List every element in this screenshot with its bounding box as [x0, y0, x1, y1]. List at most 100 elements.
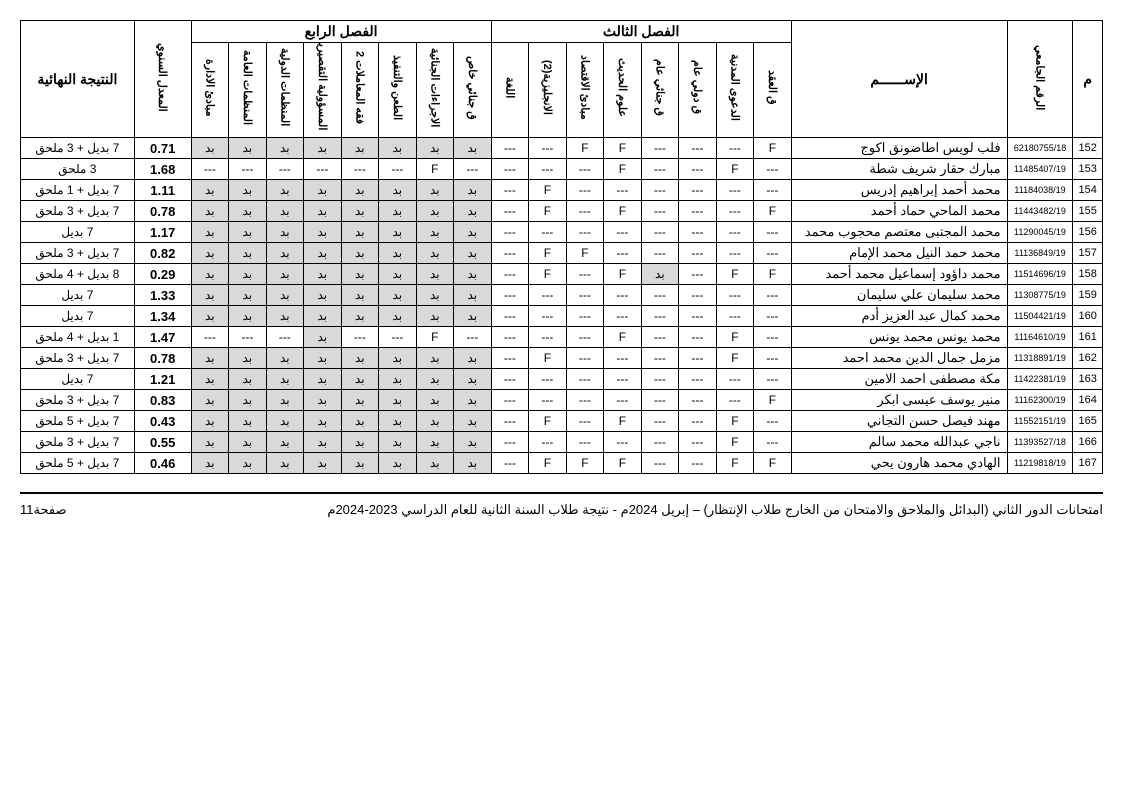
result-cell: 7 بديل + 5 ملحق — [21, 453, 135, 474]
sem4-subject-header: مبادئ الادارة — [191, 43, 229, 138]
sem4-grade: بد — [416, 264, 454, 285]
table-row: 15811514696/19محمد داؤود إسماعيل محمد أح… — [21, 264, 1103, 285]
sem4-grade: --- — [266, 327, 304, 348]
sem3-grade: --- — [641, 201, 679, 222]
sem3-grade: --- — [491, 243, 529, 264]
sem3-grade: --- — [679, 159, 717, 180]
sem3-grade: F — [754, 138, 792, 159]
sem3-grade: F — [716, 159, 754, 180]
sem4-grade: --- — [379, 159, 417, 180]
sem4-grade: F — [416, 159, 454, 180]
sem3-grade: --- — [491, 327, 529, 348]
sem4-grade: بد — [191, 306, 229, 327]
col-result: النتيجة النهائية — [21, 21, 135, 138]
result-cell: 7 بديل + 3 ملحق — [21, 348, 135, 369]
name-cell: محمد أحمد إبراهيم إدريس — [791, 180, 1007, 201]
sem4-grade: بد — [191, 432, 229, 453]
sem3-grade: --- — [491, 222, 529, 243]
name-cell: محمد حمد النيل محمد الإمام — [791, 243, 1007, 264]
seq-cell: 165 — [1073, 411, 1103, 432]
sem4-grade: بد — [304, 222, 342, 243]
sem3-grade: --- — [491, 390, 529, 411]
seq-cell: 159 — [1073, 285, 1103, 306]
result-cell: 7 بديل — [21, 369, 135, 390]
sem4-grade: بد — [229, 285, 267, 306]
sem4-grade: بد — [341, 138, 379, 159]
sem4-grade: --- — [341, 327, 379, 348]
sem4-grade: بد — [416, 411, 454, 432]
uid-cell: 11443482/19 — [1007, 201, 1073, 222]
sem4-grade: --- — [191, 327, 229, 348]
sem3-grade: --- — [679, 432, 717, 453]
col-uid: الرقم الجامعي — [1007, 21, 1073, 138]
sem3-grade: F — [566, 243, 604, 264]
sem3-subject-header: ق دولي عام — [679, 43, 717, 138]
sem3-grade: F — [604, 453, 642, 474]
sem4-grade: بد — [454, 369, 492, 390]
sem3-subject-header: الانجليزية(2) — [529, 43, 567, 138]
seq-cell: 164 — [1073, 390, 1103, 411]
sem3-grade: F — [754, 390, 792, 411]
sem4-grade: بد — [304, 180, 342, 201]
sem3-grade: --- — [679, 201, 717, 222]
sem3-grade: --- — [604, 285, 642, 306]
sem4-grade: بد — [266, 243, 304, 264]
table-row: 15511443482/19محمد الماحي حماد أحمدF----… — [21, 201, 1103, 222]
results-body: 15262180755/18فلب لويس اطاضونق اكوجF----… — [21, 138, 1103, 474]
sem4-grade: بد — [266, 453, 304, 474]
sem3-grade: --- — [641, 369, 679, 390]
sem3-grade: --- — [679, 180, 717, 201]
sem3-grade: --- — [716, 180, 754, 201]
name-cell: محمد كمال عبد العزيز أدم — [791, 306, 1007, 327]
sem4-subject-header: المنظمات العامة — [229, 43, 267, 138]
sem3-grade: --- — [641, 180, 679, 201]
table-row: 15911308775/19محمد سليمان علي سليمان----… — [21, 285, 1103, 306]
gpa-cell: 0.55 — [134, 432, 191, 453]
sem4-grade: بد — [191, 138, 229, 159]
sem4-grade: بد — [379, 285, 417, 306]
table-row: 16311422381/19مكة مصطفى احمد الامين-----… — [21, 369, 1103, 390]
sem3-grade: F — [529, 264, 567, 285]
table-row: 15411184038/19محمد أحمد إبراهيم إدريس---… — [21, 180, 1103, 201]
sem4-grade: بد — [229, 243, 267, 264]
sem4-grade: بد — [341, 180, 379, 201]
sem3-grade: --- — [529, 222, 567, 243]
sem3-grade: --- — [679, 138, 717, 159]
sem3-grade: F — [754, 201, 792, 222]
name-cell: محمد سليمان علي سليمان — [791, 285, 1007, 306]
sem3-grade: F — [604, 264, 642, 285]
sem4-grade: بد — [191, 348, 229, 369]
seq-cell: 167 — [1073, 453, 1103, 474]
gpa-cell: 1.17 — [134, 222, 191, 243]
name-cell: ناجي عبدالله محمد سالم — [791, 432, 1007, 453]
uid-cell: 11164610/19 — [1007, 327, 1073, 348]
sem4-grade: بد — [304, 453, 342, 474]
name-cell: فلب لويس اطاضونق اكوج — [791, 138, 1007, 159]
sem3-subject-header: الدعوى المدنية — [716, 43, 754, 138]
sem3-grade: --- — [529, 432, 567, 453]
sem3-grade: --- — [754, 306, 792, 327]
sem3-grade: F — [566, 453, 604, 474]
sem3-grade: --- — [716, 201, 754, 222]
sem4-grade: بد — [229, 348, 267, 369]
sem3-grade: --- — [566, 159, 604, 180]
sem4-grade: بد — [341, 369, 379, 390]
table-row: 15711136849/19محمد حمد النيل محمد الإمام… — [21, 243, 1103, 264]
table-row: 15611290045/19محمد المجتبى معتصم محجوب م… — [21, 222, 1103, 243]
sem3-grade: --- — [641, 432, 679, 453]
sem3-grade: --- — [566, 411, 604, 432]
gpa-cell: 0.43 — [134, 411, 191, 432]
sem3-grade: --- — [754, 369, 792, 390]
sem3-grade: --- — [679, 327, 717, 348]
sem4-grade: --- — [454, 327, 492, 348]
sem3-grade: --- — [491, 348, 529, 369]
sem3-grade: --- — [529, 306, 567, 327]
sem4-grade: بد — [379, 453, 417, 474]
sem3-grade: --- — [529, 159, 567, 180]
sem4-grade: بد — [416, 453, 454, 474]
table-row: 16511552151/19مهند فيصل حسن التجاني---F-… — [21, 411, 1103, 432]
col-name: الإســــــم — [791, 21, 1007, 138]
name-cell: محمد المجتبى معتصم محجوب محمد — [791, 222, 1007, 243]
sem4-grade: بد — [304, 390, 342, 411]
gpa-cell: 1.21 — [134, 369, 191, 390]
